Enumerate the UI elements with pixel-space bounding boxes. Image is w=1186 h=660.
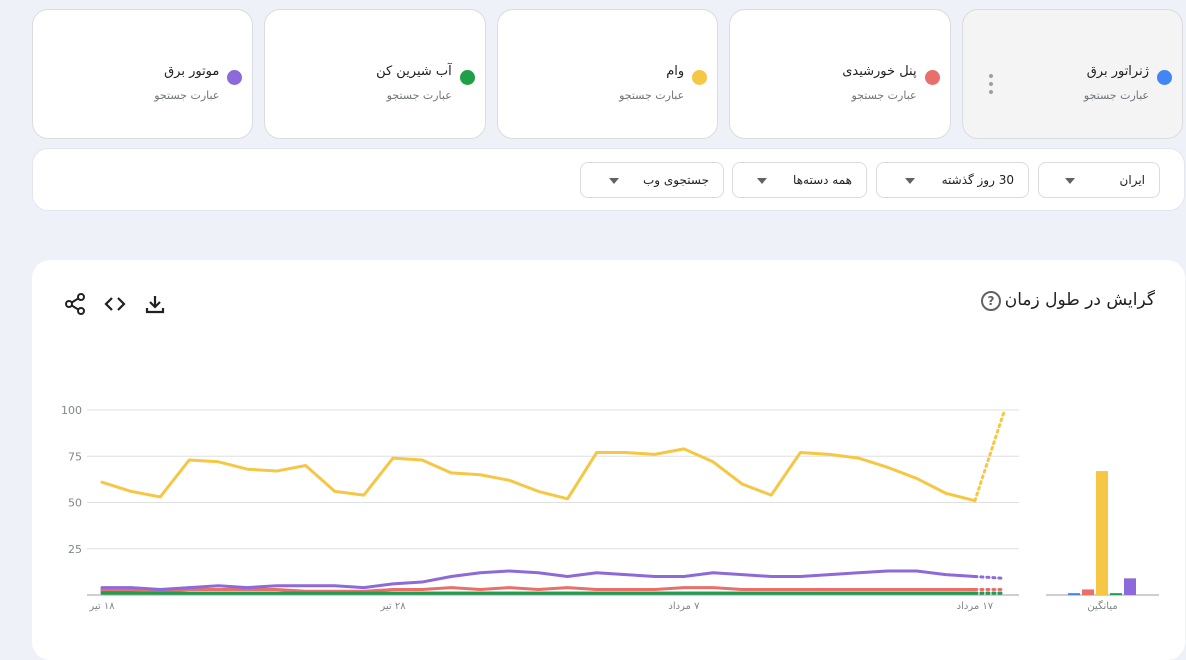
trend-line-chart: 25 50 75 100 ۱۸ تیر ۲۸ تیر ۷ مرداد ۱۷ مرداد میان… — [61, 404, 1159, 612]
geo-filter-label: ایران — [1119, 173, 1145, 187]
interest-over-time-card: گرایش در طول زمان ? 25 50 75 100 ۱۸ تیر ۲۸ تی… — [32, 260, 1185, 660]
term-card-5[interactable]: موتور برق عبارت جستجو — [31, 9, 254, 139]
x-tick-label: ۱۷ مرداد — [957, 601, 994, 612]
series-partial-segment — [973, 575, 1006, 580]
y-tick-label: 100 — [61, 404, 82, 417]
term-color-dot — [227, 70, 243, 85]
average-bar — [1082, 589, 1094, 595]
series-line — [100, 586, 977, 593]
y-tick-label: 50 — [68, 497, 82, 510]
dropdown-arrow-icon — [905, 178, 915, 184]
term-card-4[interactable]: آب شیرین کن عبارت جستجو — [264, 9, 486, 139]
download-icon[interactable] — [144, 293, 166, 315]
term-card-3[interactable]: وام عبارت جستجو — [496, 9, 719, 139]
term-type: عبارت جستجو — [619, 89, 685, 102]
compare-terms: ژنراتور برق عبارت جستجو پنل خورشیدی عبار… — [31, 9, 1183, 139]
x-tick-label: ۷ مرداد — [668, 601, 700, 612]
average-bar — [1124, 578, 1136, 595]
series-partial-segment — [973, 410, 1006, 503]
series-line — [100, 569, 977, 591]
series-line — [100, 447, 977, 503]
term-name: پنل خورشیدی — [842, 64, 917, 79]
term-color-dot — [924, 70, 940, 85]
more-vert-icon[interactable] — [988, 74, 994, 94]
time-filter-dropdown[interactable]: 30 روز گذشته — [876, 162, 1029, 198]
term-name: آب شیرین کن — [376, 64, 452, 79]
property-filter-dropdown[interactable]: جستجوی وب — [580, 162, 724, 198]
embed-code-icon[interactable] — [104, 293, 126, 315]
term-type: عبارت جستجو — [1083, 89, 1149, 102]
term-color-dot — [459, 70, 475, 85]
chart-title: گرایش در طول زمان — [1004, 290, 1155, 310]
filter-bar: ایران 30 روز گذشته همه دسته‌ها جستجوی وب — [32, 148, 1185, 211]
y-tick-label: 25 — [68, 543, 82, 556]
x-tick-label: ۲۸ تیر — [379, 601, 406, 612]
category-filter-label: همه دسته‌ها — [793, 173, 852, 187]
term-card-2[interactable]: پنل خورشیدی عبارت جستجو — [729, 9, 951, 139]
dropdown-arrow-icon — [1065, 178, 1075, 184]
average-bar — [1110, 593, 1122, 595]
average-label: میانگین — [1087, 600, 1117, 612]
share-icon[interactable] — [64, 293, 86, 315]
term-name: ژنراتور برق — [1086, 64, 1149, 79]
help-icon[interactable]: ? — [981, 291, 1001, 311]
time-filter-label: 30 روز گذشته — [941, 173, 1014, 187]
average-bar — [1068, 593, 1080, 595]
term-name: وام — [666, 64, 685, 79]
dropdown-arrow-icon — [757, 178, 767, 184]
term-card-1[interactable]: ژنراتور برق عبارت جستجو — [961, 9, 1183, 139]
dropdown-arrow-icon — [609, 178, 619, 184]
term-color-dot — [1157, 70, 1172, 85]
geo-filter-dropdown[interactable]: ایران — [1038, 162, 1160, 198]
term-name: موتور برق — [164, 64, 220, 79]
category-filter-dropdown[interactable]: همه دسته‌ها — [732, 162, 867, 198]
property-filter-label: جستجوی وب — [643, 173, 709, 187]
x-tick-label: ۱۸ تیر — [88, 601, 115, 612]
term-type: عبارت جستجو — [154, 89, 220, 102]
term-color-dot — [692, 70, 708, 85]
average-bar — [1096, 471, 1108, 595]
term-type: عبارت جستجو — [386, 89, 452, 102]
y-tick-label: 75 — [68, 450, 82, 463]
term-type: عبارت جستجو — [851, 89, 917, 102]
